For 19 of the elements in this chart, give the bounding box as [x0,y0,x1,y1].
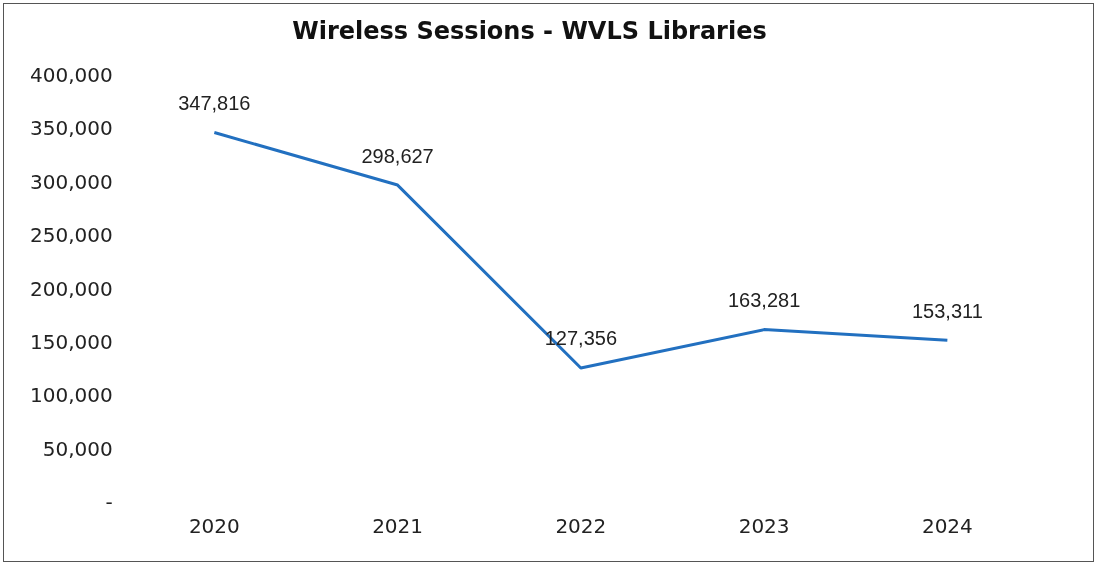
x-tick-label: 2020 [188,514,240,539]
chart-title: Wireless Sessions - WVLS Libraries [292,16,767,45]
x-tick-label: 2021 [372,514,424,539]
y-tick-label: 300,000 [29,169,113,194]
y-tick-label: 200,000 [29,276,113,301]
y-tick-label: 150,000 [29,330,113,354]
x-tick-label: 2023 [738,514,790,539]
y-tick-label: 100,000 [29,383,113,408]
x-tick-label: 2022 [555,514,607,539]
x-tick-label: 2024 [921,514,973,539]
y-tick-label: 50,000 [42,436,113,461]
y-tick-label: 350,000 [29,116,113,141]
y-tick-label: - [105,490,113,515]
data-label: 347,816 [178,92,251,115]
y-tick-label: 250,000 [29,223,113,248]
data-label: 298,627 [361,144,434,167]
data-label: 153,311 [911,299,983,322]
y-tick-label: 400,000 [29,63,113,87]
data-label: 163,281 [727,289,801,312]
